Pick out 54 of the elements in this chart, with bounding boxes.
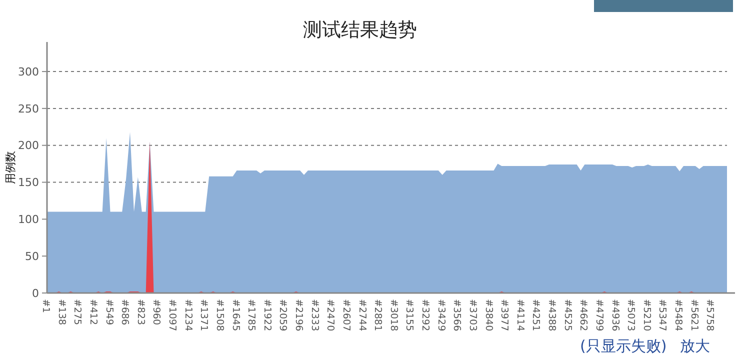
x-tick-label: #412 bbox=[87, 299, 98, 326]
x-tick-label: #1097 bbox=[166, 299, 178, 332]
x-tick-label: #1234 bbox=[182, 299, 194, 332]
x-tick-label: #3977 bbox=[498, 299, 510, 332]
x-tick-label: #1922 bbox=[261, 299, 272, 332]
x-tick-label: #2196 bbox=[293, 299, 304, 332]
chart-title: 测试结果趋势 bbox=[303, 19, 417, 41]
y-tick-label: 200 bbox=[18, 139, 39, 152]
y-tick-label: 0 bbox=[32, 286, 39, 300]
text: 放大 bbox=[680, 337, 710, 355]
x-tick-label: #2607 bbox=[340, 299, 352, 332]
y-tick-label: 300 bbox=[18, 65, 39, 78]
x-tick-label: #5621 bbox=[688, 299, 700, 332]
x-tick-label: #138 bbox=[56, 299, 67, 326]
x-tick-label: #5347 bbox=[656, 299, 668, 332]
x-tick-label: #686 bbox=[119, 299, 130, 326]
x-tick-label: #3429 bbox=[435, 299, 446, 332]
y-axis-title: 用例数 bbox=[4, 151, 17, 184]
x-tick-label: #3840 bbox=[482, 299, 494, 332]
x-tick-label: #960 bbox=[150, 299, 162, 326]
x-tick-label: #3018 bbox=[388, 299, 399, 332]
x-tick-label: #5073 bbox=[625, 299, 636, 332]
y-tick-label: 50 bbox=[25, 250, 39, 263]
x-tick-label: #4936 bbox=[609, 299, 620, 332]
x-tick-label: #2881 bbox=[372, 299, 384, 332]
x-tick-label: #1785 bbox=[246, 299, 257, 332]
x-tick-label: #1508 bbox=[214, 299, 225, 332]
x-tick-label: #5210 bbox=[640, 299, 652, 332]
x-tick-label: #5484 bbox=[672, 299, 684, 332]
x-tick-label: #5758 bbox=[704, 299, 716, 332]
x-tick-label: #4525 bbox=[562, 299, 573, 332]
x-tick-label: #3703 bbox=[466, 299, 478, 332]
x-tick-label: #4799 bbox=[593, 299, 604, 332]
x-tick-label: #4114 bbox=[514, 299, 526, 332]
x-tick-label: #1371 bbox=[198, 299, 210, 332]
x-tick-label: #2333 bbox=[308, 299, 320, 332]
x-tick-label: #275 bbox=[72, 299, 83, 326]
x-tick-label: #823 bbox=[134, 299, 146, 326]
x-tick-label: #3566 bbox=[451, 299, 462, 332]
y-tick-label: 100 bbox=[18, 213, 39, 226]
x-tick-label: #549 bbox=[103, 299, 114, 326]
x-tick-label: #2744 bbox=[356, 299, 368, 332]
x-tick-label: #2059 bbox=[277, 299, 288, 332]
x-tick-label: #4388 bbox=[546, 299, 558, 332]
x-tick-label: #3155 bbox=[404, 299, 415, 332]
y-tick-label: 250 bbox=[18, 102, 39, 116]
x-tick-label: #1 bbox=[40, 299, 51, 314]
x-tick-label: #3292 bbox=[420, 299, 431, 332]
x-tick-label: #1645 bbox=[230, 299, 241, 332]
y-tick-label: 150 bbox=[18, 176, 39, 190]
x-tick-label: #4662 bbox=[578, 299, 589, 332]
x-tick-label: #4251 bbox=[530, 299, 542, 332]
x-tick-label: #2470 bbox=[324, 299, 336, 332]
text: (只显示失败) bbox=[580, 337, 667, 355]
